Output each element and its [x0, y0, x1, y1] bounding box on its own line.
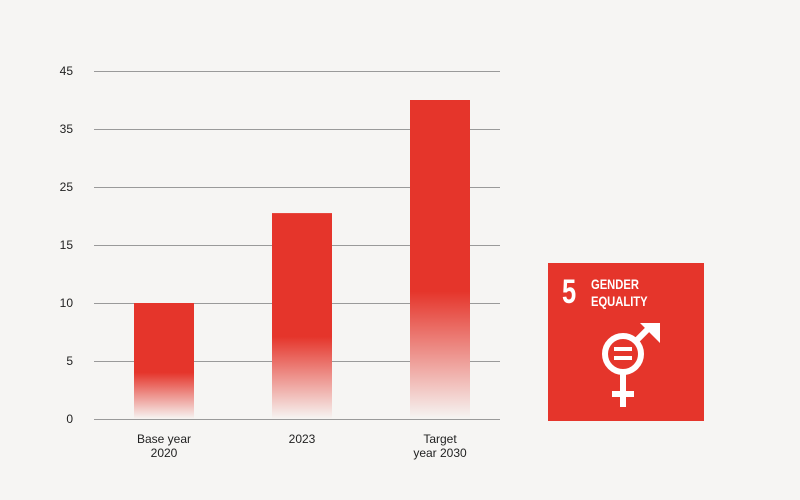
y-tick-label: 0 [66, 412, 73, 426]
y-tick-label: 10 [60, 296, 74, 310]
sdg-number: 5 [562, 273, 577, 311]
bar [272, 213, 332, 419]
y-tick-label: 15 [60, 238, 74, 252]
gender-equality-symbol-icon [602, 322, 660, 407]
bar [134, 303, 194, 419]
sdg-5-badge: 5 GENDER EQUALITY [548, 263, 704, 421]
y-tick-label: 5 [66, 354, 73, 368]
bar [410, 100, 470, 419]
bar-chart: 0 5 10 15 25 35 45 Base year 2020 2023 Target year … [60, 64, 500, 460]
axis-labels: 0 5 10 15 25 35 45 Base year 2020 2023 Target year … [60, 64, 467, 460]
y-tick-label: 45 [60, 64, 74, 78]
x-category-label: Target year 2030 [413, 432, 467, 460]
bars [134, 100, 470, 419]
y-tick-label: 25 [60, 180, 74, 194]
y-tick-label: 35 [60, 122, 74, 136]
x-category-label: 2023 [289, 432, 316, 446]
x-category-label: Base year 2020 [137, 432, 191, 460]
sdg-title: GENDER EQUALITY [591, 276, 648, 309]
